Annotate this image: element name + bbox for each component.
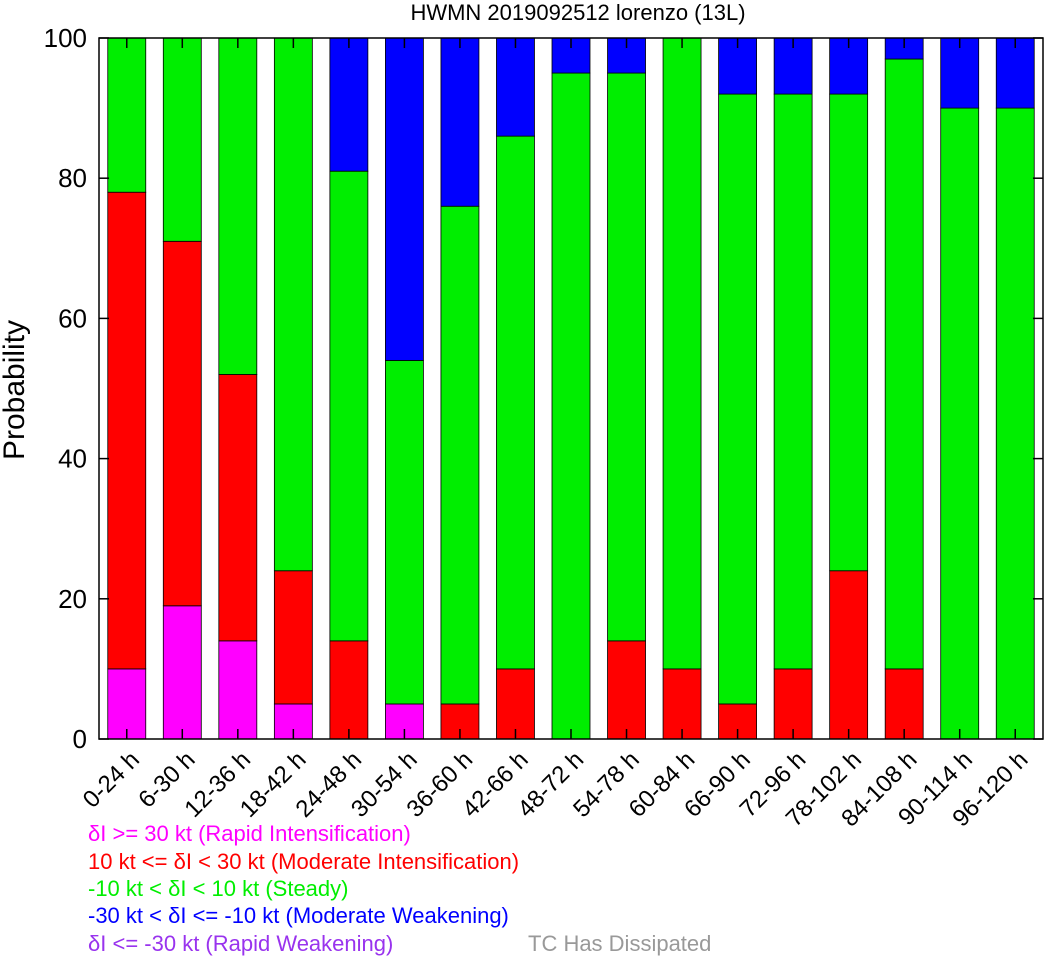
bars-layer xyxy=(107,37,1035,740)
bar-segment-mi-84-108h xyxy=(884,668,924,740)
bar-segment-st-54-78h xyxy=(607,72,646,642)
bar-segment-st-66-90h xyxy=(718,93,757,705)
bar-segment-st-72-96h xyxy=(773,93,813,670)
bar-segment-ri-6-30h xyxy=(162,605,202,740)
y-tick-labels: 0 20 40 60 80 100 xyxy=(44,23,87,754)
bar-segment-st-90-114h xyxy=(940,107,980,740)
bar-segment-mi-72-96h xyxy=(773,668,813,740)
bar-segment-mi-60-84h xyxy=(662,668,702,740)
bar-segment-st-18-42h xyxy=(273,37,313,572)
bar-segment-mw-24-48h xyxy=(329,37,369,172)
legend-item-steady: -10 kt < δI < 10 kt (Steady) xyxy=(88,876,349,901)
ticks-layer xyxy=(99,37,1043,740)
bar-segment-mi-6-30h xyxy=(162,240,202,607)
bar-segment-mw-54-78h xyxy=(607,37,646,74)
bar-segment-mw-42-66h xyxy=(496,37,535,137)
bar-segment-st-60-84h xyxy=(662,37,702,670)
bar-segment-mw-96-120h xyxy=(995,37,1035,109)
bar-segment-mw-90-114h xyxy=(940,37,980,109)
legend-item-rapid-weakening: δI <= -30 kt (Rapid Weakening) xyxy=(88,931,394,956)
bar-segment-st-42-66h xyxy=(496,135,535,670)
chart-title: HWMN 2019092512 lorenzo (13L) xyxy=(410,0,745,25)
x-tick-label: 0-24 h xyxy=(78,746,145,813)
bar-segment-st-6-30h xyxy=(162,37,202,242)
bar-segment-st-78-102h xyxy=(829,93,869,572)
bar-segment-mi-18-42h xyxy=(273,570,313,705)
legend-item-rapid-intensification: δI >= 30 kt (Rapid Intensification) xyxy=(88,821,411,846)
y-tick-label: 0 xyxy=(73,724,87,754)
bar-segment-st-24-48h xyxy=(329,170,369,642)
y-tick-label: 20 xyxy=(58,584,87,614)
bar-segment-mi-54-78h xyxy=(607,640,646,740)
legend-item-moderate-weakening: -30 kt < δI <= -10 kt (Moderate Weakenin… xyxy=(88,903,509,928)
bar-segment-mw-78-102h xyxy=(829,37,869,95)
bar-segment-mw-48-72h xyxy=(551,37,591,74)
bar-segment-mw-30-54h xyxy=(385,37,424,361)
bar-segment-st-30-54h xyxy=(385,360,424,705)
bar-segment-ri-0-24h xyxy=(107,668,147,740)
y-axis-label: Probability xyxy=(0,320,31,460)
bar-segment-mi-42-66h xyxy=(496,668,535,740)
bar-segment-st-0-24h xyxy=(107,37,147,193)
y-tick-label: 40 xyxy=(58,444,87,474)
bar-segment-st-36-60h xyxy=(440,205,480,705)
legend-item-moderate-intensification: 10 kt <= δI < 30 kt (Moderate Intensific… xyxy=(88,849,520,874)
bar-segment-mi-12-36h xyxy=(218,374,258,642)
bar-segment-mi-0-24h xyxy=(107,191,147,670)
bar-segment-st-48-72h xyxy=(551,72,591,740)
bar-segment-st-96-120h xyxy=(995,107,1035,740)
bar-segment-mi-78-102h xyxy=(829,570,869,740)
y-tick-label: 80 xyxy=(58,163,87,193)
bar-segment-st-12-36h xyxy=(218,37,258,375)
x-tick-labels: 0-24 h6-30 h12-36 h18-42 h24-48 h30-54 h… xyxy=(78,746,1034,832)
y-tick-label: 60 xyxy=(58,303,87,333)
legend-item-dissipated: TC Has Dissipated xyxy=(528,931,712,956)
bar-segment-st-84-108h xyxy=(884,58,924,670)
bar-segment-mw-36-60h xyxy=(440,37,480,207)
y-tick-label: 100 xyxy=(44,23,87,53)
bar-segment-mi-24-48h xyxy=(329,640,369,740)
bar-segment-ri-12-36h xyxy=(218,640,258,740)
